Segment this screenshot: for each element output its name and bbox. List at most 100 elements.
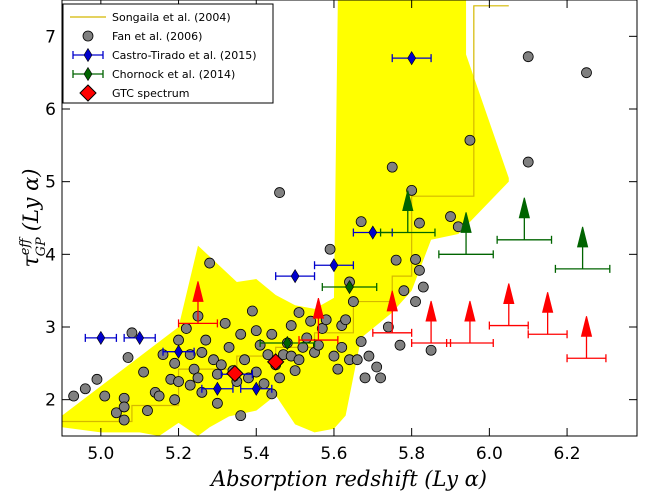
fan-point xyxy=(274,187,285,198)
legend-box xyxy=(62,3,274,104)
fan-point xyxy=(398,285,410,297)
x-tick-label: 5.6 xyxy=(320,444,347,464)
chornock-limit-arrow-head xyxy=(576,226,589,248)
fan-point xyxy=(464,134,476,146)
fan-point xyxy=(522,51,534,63)
fan-point xyxy=(414,217,425,229)
fan-point xyxy=(305,315,317,327)
fan-point xyxy=(235,328,247,340)
fan-point xyxy=(410,254,421,265)
fan-point xyxy=(293,307,305,318)
fan-point xyxy=(285,320,297,331)
fan-point xyxy=(79,383,91,395)
fan-point xyxy=(68,390,80,402)
gtc-point xyxy=(226,364,244,383)
x-tick-label: 5.2 xyxy=(165,444,192,464)
x-tick-label: 5.4 xyxy=(243,444,270,464)
y-axis-label: τeffGP (Ly α) xyxy=(18,169,49,268)
y-axis-label-symbol: τ xyxy=(19,254,44,267)
y-tick-label: 4 xyxy=(45,245,56,265)
fan-point xyxy=(355,336,367,347)
x-tick-label: 6.2 xyxy=(554,444,581,464)
fan-point xyxy=(351,354,363,366)
songaila-band xyxy=(62,0,509,436)
legend-label: Castro-Tirado et al. (2015) xyxy=(112,49,257,62)
fan-point xyxy=(212,397,223,409)
fan-point xyxy=(414,264,425,276)
fan-point xyxy=(118,414,130,426)
y-tick-label: 2 xyxy=(45,391,56,411)
fan-point xyxy=(142,405,153,416)
fan-point xyxy=(363,350,375,362)
castro-point xyxy=(135,330,145,345)
fan-point xyxy=(91,373,103,385)
legend-label: Songaila et al. (2004) xyxy=(112,11,231,24)
y-tick-label: 6 xyxy=(45,100,56,120)
fan-point xyxy=(235,410,247,422)
gtc-point xyxy=(266,353,285,371)
fan-point xyxy=(293,354,305,366)
fan-point xyxy=(581,67,592,79)
fan-point xyxy=(223,341,235,353)
fan-point xyxy=(382,321,394,333)
fan-point xyxy=(246,305,258,317)
chornock-point xyxy=(282,335,292,351)
fan-point xyxy=(122,352,134,363)
x-tick-label: 6.0 xyxy=(476,444,503,464)
x-axis-label: Absorption redshift (Ly α) xyxy=(209,467,487,491)
y-tick-label: 5 xyxy=(45,173,56,193)
fan-point xyxy=(138,366,149,378)
fan-point xyxy=(336,341,348,353)
castro-point xyxy=(290,269,300,284)
fan-point xyxy=(219,317,231,329)
fan-point xyxy=(347,296,359,307)
legend-marker-diamond xyxy=(83,47,93,63)
fan-point xyxy=(289,365,301,377)
fan-point xyxy=(169,394,181,406)
fan-point xyxy=(169,357,181,369)
fan-point xyxy=(375,372,386,384)
fan-point xyxy=(324,243,336,255)
fan-point xyxy=(340,314,352,326)
fan-point xyxy=(192,372,204,384)
plot-layer xyxy=(62,0,611,436)
y-axis-label-superscript: eff xyxy=(18,236,33,256)
fan-point xyxy=(274,372,285,384)
legend-marker-circle xyxy=(82,30,94,42)
gtc-limit-arrow-head xyxy=(542,292,554,313)
fan-point xyxy=(355,216,367,228)
fan-point xyxy=(410,296,421,307)
plot-frame xyxy=(61,0,638,437)
fan-point xyxy=(204,257,216,269)
fan-point xyxy=(126,327,138,339)
fan-point xyxy=(359,372,371,384)
fan-point xyxy=(173,334,184,346)
castro-point xyxy=(329,258,339,273)
gtc-limit-arrow-head xyxy=(503,283,515,305)
fan-point xyxy=(153,390,165,402)
castro-point xyxy=(96,330,106,345)
fan-point xyxy=(208,354,219,366)
castro-point xyxy=(407,51,417,66)
fan-point xyxy=(250,325,262,337)
fan-point xyxy=(406,184,418,196)
fan-point xyxy=(328,350,340,362)
ticks-layer: 5.0 5.2 5.4 5.6 5.8 6.0 6.2 2 3 4 5 6 7 xyxy=(45,0,637,464)
castro-point xyxy=(213,381,222,396)
fan-point xyxy=(522,156,534,168)
x-tick-label: 5.8 xyxy=(398,444,425,464)
fan-point xyxy=(266,328,278,340)
y-axis-label-subscript: GP xyxy=(34,237,49,256)
fan-point xyxy=(371,361,383,373)
svg-text:τeffGP(Ly α): τeffGP (Ly α) xyxy=(18,169,49,268)
gtc-limit-arrow-head xyxy=(425,300,437,322)
gtc-limit-arrow-head xyxy=(192,281,204,302)
fan-point xyxy=(200,334,212,346)
legend-label: GTC spectrum xyxy=(112,87,189,100)
fan-point xyxy=(215,359,227,371)
fan-point xyxy=(250,366,262,378)
fan-point xyxy=(332,363,344,375)
fan-point xyxy=(99,390,111,402)
y-axis-label-units: (Ly α) xyxy=(19,169,43,232)
